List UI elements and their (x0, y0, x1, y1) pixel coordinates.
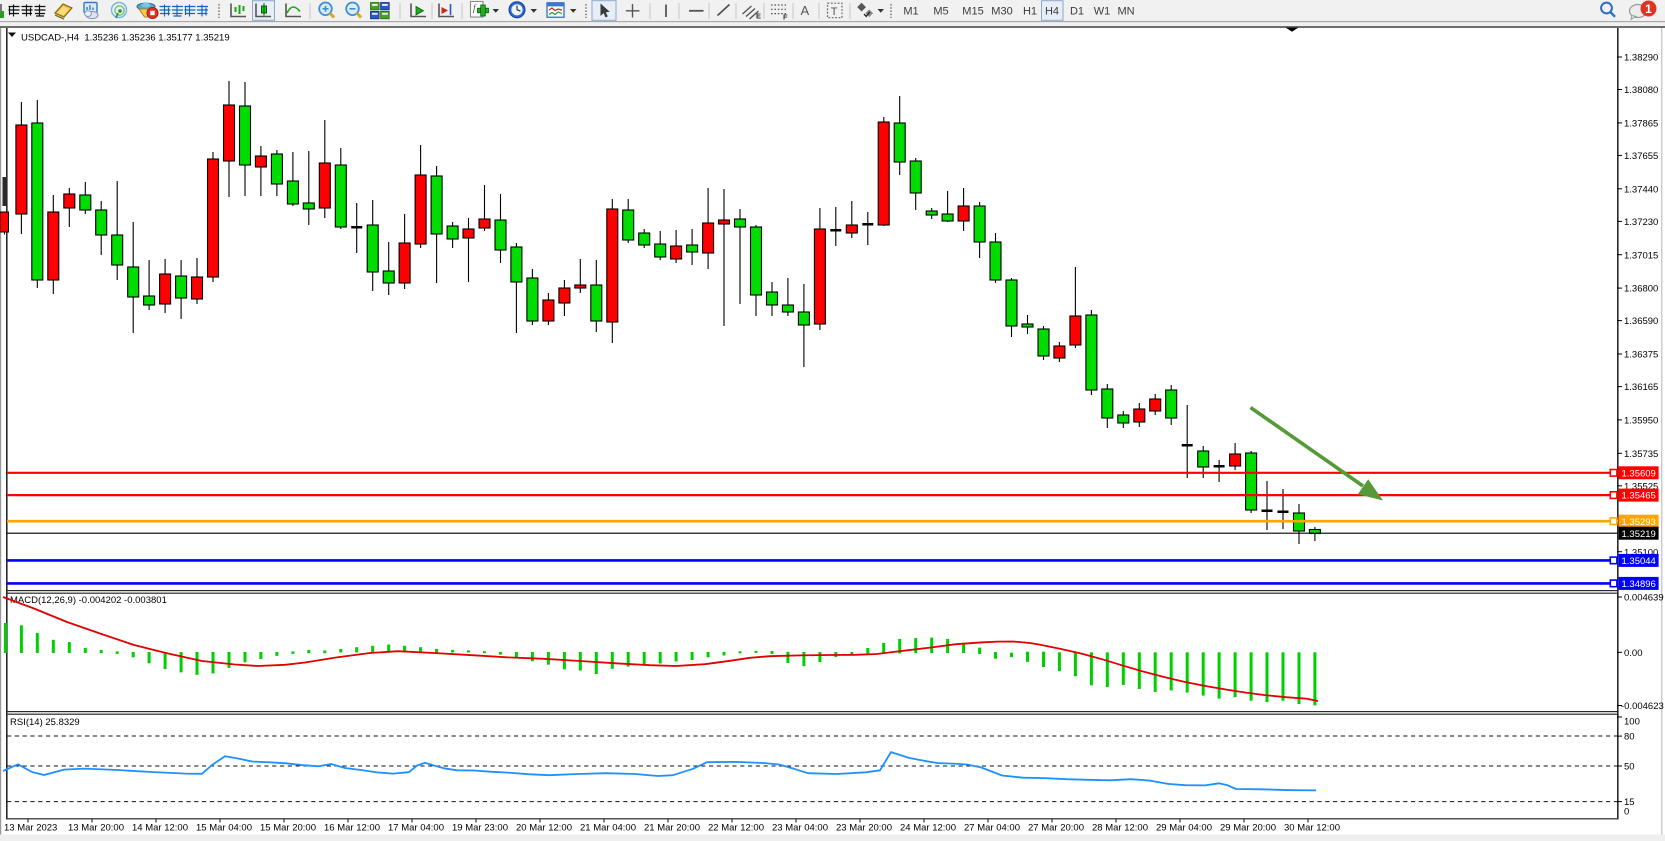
svg-text:27 Mar 20:00: 27 Mar 20:00 (1028, 823, 1084, 834)
svg-text:1.36800: 1.36800 (1624, 284, 1658, 295)
svg-text:13 Mar 20:00: 13 Mar 20:00 (68, 823, 124, 834)
svg-text:1.37865: 1.37865 (1624, 119, 1658, 130)
svg-text:D1: D1 (1070, 6, 1084, 18)
svg-text:1.36590: 1.36590 (1624, 316, 1658, 327)
svg-text:23 Mar 04:00: 23 Mar 04:00 (772, 823, 828, 834)
svg-text:1.35219: 1.35219 (1622, 529, 1656, 540)
svg-text:1.37015: 1.37015 (1624, 250, 1658, 261)
svg-text:15 Mar 20:00: 15 Mar 20:00 (260, 823, 316, 834)
svg-text:M30: M30 (991, 6, 1012, 18)
svg-text:A: A (801, 3, 810, 18)
svg-text:M15: M15 (962, 6, 983, 18)
svg-text:21 Mar 20:00: 21 Mar 20:00 (644, 823, 700, 834)
svg-text:19 Mar 23:00: 19 Mar 23:00 (452, 823, 508, 834)
svg-text:1.35525: 1.35525 (1624, 481, 1658, 492)
svg-text:1.37230: 1.37230 (1624, 217, 1658, 228)
svg-text:21 Mar 04:00: 21 Mar 04:00 (580, 823, 636, 834)
svg-text:1.35044: 1.35044 (1622, 556, 1656, 567)
svg-text:14 Mar 12:00: 14 Mar 12:00 (132, 823, 188, 834)
svg-text:16 Mar 12:00: 16 Mar 12:00 (324, 823, 380, 834)
svg-text:13 Mar 2023: 13 Mar 2023 (4, 823, 57, 834)
svg-text:-0.004623: -0.004623 (1621, 701, 1664, 712)
svg-text:15 Mar 04:00: 15 Mar 04:00 (196, 823, 252, 834)
svg-text:1.36375: 1.36375 (1624, 350, 1658, 361)
svg-text:M5: M5 (933, 6, 948, 18)
svg-text:T: T (831, 6, 838, 18)
svg-text:MACD(12,26,9) -0.004202 -0.003: MACD(12,26,9) -0.004202 -0.003801 (10, 595, 167, 606)
svg-text:RSI(14) 25.8329: RSI(14) 25.8329 (10, 717, 80, 728)
svg-text:1.35293: 1.35293 (1622, 517, 1656, 528)
svg-text:1.38290: 1.38290 (1624, 53, 1658, 64)
svg-text:1.38080: 1.38080 (1624, 85, 1658, 96)
svg-text:17 Mar 04:00: 17 Mar 04:00 (388, 823, 444, 834)
svg-text:1.35609: 1.35609 (1622, 468, 1656, 479)
svg-text:USDCAD-,H4 1.35236 1.35236 1.: USDCAD-,H4 1.35236 1.35236 1.35177 1.352… (21, 33, 230, 44)
svg-text:0: 0 (1624, 806, 1629, 817)
svg-text:M1: M1 (903, 6, 918, 18)
svg-text:F: F (783, 13, 788, 22)
svg-text:80: 80 (1624, 732, 1635, 743)
svg-text:22 Mar 12:00: 22 Mar 12:00 (708, 823, 764, 834)
svg-text:f: f (473, 3, 477, 13)
svg-text:0.00: 0.00 (1624, 648, 1643, 659)
svg-text:H1: H1 (1023, 6, 1037, 18)
svg-text:1.37655: 1.37655 (1624, 151, 1658, 162)
svg-text:1: 1 (1645, 2, 1652, 16)
svg-text:1.35465: 1.35465 (1622, 491, 1656, 502)
svg-text:20 Mar 12:00: 20 Mar 12:00 (516, 823, 572, 834)
svg-text:23 Mar 20:00: 23 Mar 20:00 (836, 823, 892, 834)
svg-text:MN: MN (1117, 6, 1134, 18)
svg-text:1.35735: 1.35735 (1624, 449, 1658, 460)
svg-text:15: 15 (1624, 797, 1635, 808)
svg-text:1.35950: 1.35950 (1624, 416, 1658, 427)
svg-text:H4: H4 (1045, 6, 1059, 18)
svg-text:28 Mar 12:00: 28 Mar 12:00 (1092, 823, 1148, 834)
svg-text:29 Mar 20:00: 29 Mar 20:00 (1220, 823, 1276, 834)
svg-text:1.37440: 1.37440 (1624, 184, 1658, 195)
svg-text:0.004639: 0.004639 (1624, 593, 1664, 604)
svg-text:24 Mar 12:00: 24 Mar 12:00 (900, 823, 956, 834)
svg-text:1.34896: 1.34896 (1622, 579, 1656, 590)
svg-text:30 Mar 12:00: 30 Mar 12:00 (1284, 823, 1340, 834)
svg-text:29 Mar 04:00: 29 Mar 04:00 (1156, 823, 1212, 834)
svg-text:27 Mar 04:00: 27 Mar 04:00 (964, 823, 1020, 834)
svg-text:1.36165: 1.36165 (1624, 382, 1658, 393)
svg-text:100: 100 (1624, 717, 1640, 728)
svg-text:50: 50 (1624, 762, 1635, 773)
svg-text:E: E (756, 12, 761, 21)
svg-text:1.35100: 1.35100 (1624, 547, 1658, 558)
svg-text:W1: W1 (1094, 6, 1111, 18)
